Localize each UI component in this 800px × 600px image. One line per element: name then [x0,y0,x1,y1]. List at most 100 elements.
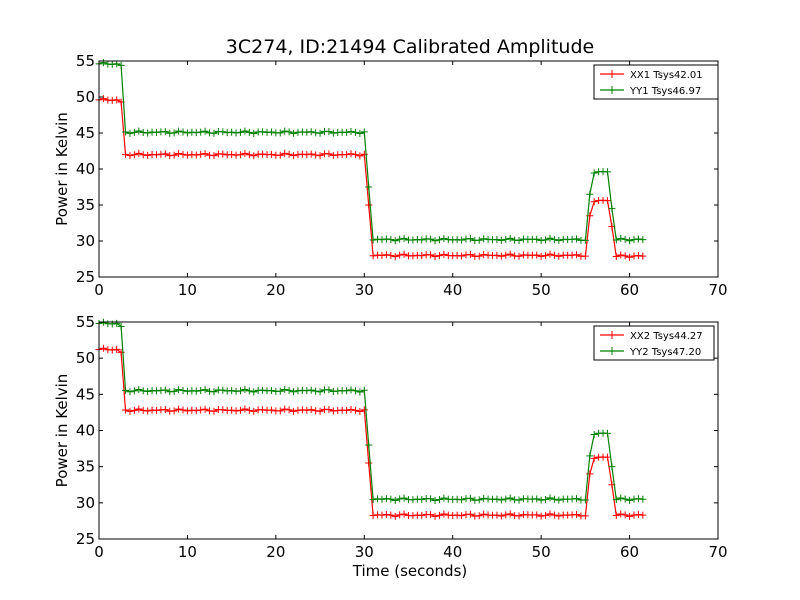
data-point [590,198,598,206]
data-point [581,236,589,244]
data-point [126,407,134,415]
data-point [608,205,616,213]
data-point [267,128,275,136]
data-point [267,386,275,394]
x-tick-label: 50 [532,543,551,561]
data-point [400,510,408,518]
y-tick-label: 55 [76,52,95,70]
data-point [396,511,404,519]
data-point [581,252,589,260]
data-point [285,386,293,394]
data-point [259,128,267,136]
x-tick-label: 30 [355,281,374,299]
data-point [303,406,311,414]
data-point [126,129,134,137]
data-point [617,510,625,518]
data-point [480,251,488,259]
data-point [347,386,355,394]
data-point [621,235,629,243]
data-point [329,388,337,396]
series-1-1 [95,95,647,261]
data-point [316,407,324,415]
data-point [387,236,395,244]
data-point [241,405,249,413]
data-point [581,512,589,520]
data-point [161,150,169,158]
data-point [612,496,620,504]
data-point [210,129,218,137]
data-point [603,429,611,437]
data-point [497,236,505,244]
y-tick-label: 35 [76,196,95,214]
x-tick-label: 0 [94,281,104,299]
data-point [312,151,320,159]
data-point [130,151,138,159]
data-point [550,236,558,244]
data-point [170,151,178,159]
data-point [515,252,523,260]
data-point [391,253,399,261]
data-point [192,129,200,137]
y-tick-label: 40 [76,422,95,440]
data-point [537,496,545,504]
data-point [440,494,448,502]
y-axis-label: Power in Kelvin [53,374,71,488]
data-point [99,59,107,67]
data-point [466,250,474,258]
data-point [453,495,461,503]
data-point [236,151,244,159]
series-line [98,62,643,242]
data-point [161,406,169,414]
data-point [245,387,253,395]
data-point [396,235,404,243]
data-point [303,128,311,136]
data-point [409,236,417,244]
data-point [130,406,138,414]
data-point [639,511,647,519]
x-tick-label: 40 [443,543,462,561]
data-point [197,387,205,395]
data-point [382,251,390,259]
data-point [360,406,368,414]
data-point [382,511,390,519]
data-point [179,128,187,136]
data-point [183,129,191,137]
panels-group: 0 10 20 30 40 50 60 70 25 30 35 40 45 50 55 Power in Ke… [53,52,728,561]
data-point [144,129,152,137]
data-point [219,150,227,158]
data-point [228,406,236,414]
legend-label: YY1 Tsys46.97 [629,86,701,97]
data-point [369,512,377,520]
data-point [179,386,187,394]
data-point [161,386,169,394]
legend-label: YY2 Tsys47.20 [629,347,701,358]
data-point [312,407,320,415]
series-line [98,347,643,518]
data-point [475,496,483,504]
data-point [360,128,368,136]
data-point [312,129,320,137]
y-tick-label: 50 [76,349,95,367]
data-point [621,252,629,260]
x-tick-label: 20 [266,281,285,299]
data-point [343,387,351,395]
data-point [400,250,408,258]
data-point [325,150,333,158]
data-point [533,251,541,259]
data-point [475,236,483,244]
data-point [126,388,134,396]
data-point [617,251,625,259]
data-point [502,251,510,259]
data-point [356,130,364,138]
data-point [192,407,200,415]
data-point [201,405,209,413]
data-point [639,236,647,244]
data-point [170,387,178,395]
data-point [108,60,116,68]
data-point [245,128,253,136]
data-point [175,127,183,135]
data-point [281,386,289,394]
data-point [435,511,443,519]
data-point [387,495,395,503]
x-tick-label: 70 [708,281,727,299]
